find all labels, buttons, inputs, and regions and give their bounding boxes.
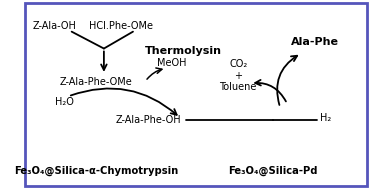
Text: Z-Ala-OH: Z-Ala-OH — [32, 21, 76, 31]
Text: Fe₃O₄@Silica-Pd: Fe₃O₄@Silica-Pd — [228, 165, 318, 176]
Text: Ala-Phe: Ala-Phe — [291, 37, 339, 47]
Text: Z-Ala-Phe-OH: Z-Ala-Phe-OH — [116, 115, 182, 125]
Text: H₂: H₂ — [320, 113, 331, 123]
Text: CO₂
+
Toluene: CO₂ + Toluene — [219, 59, 257, 92]
Text: Fe₃O₄@Silica-α-Chymotrypsin: Fe₃O₄@Silica-α-Chymotrypsin — [14, 165, 178, 176]
Text: Z-Ala-Phe-OMe: Z-Ala-Phe-OMe — [60, 77, 132, 87]
Text: H₂O: H₂O — [55, 97, 74, 107]
Text: Thermolysin: Thermolysin — [145, 46, 222, 56]
Text: MeOH: MeOH — [157, 58, 186, 68]
Text: HCl.Phe-OMe: HCl.Phe-OMe — [89, 21, 153, 31]
